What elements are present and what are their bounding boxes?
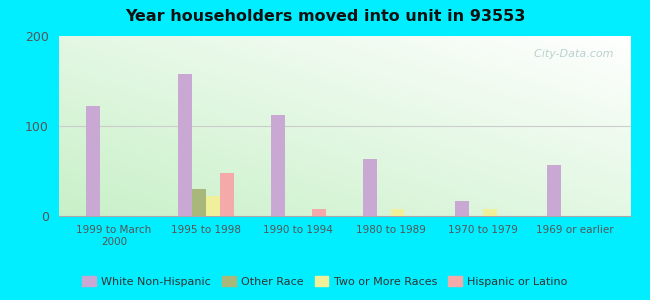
Legend: White Non-Hispanic, Other Race, Two or More Races, Hispanic or Latino: White Non-Hispanic, Other Race, Two or M… — [78, 272, 572, 291]
Bar — [363, 159, 377, 216]
Bar — [312, 209, 326, 216]
Bar — [391, 209, 404, 216]
Bar — [86, 106, 100, 216]
Bar — [547, 165, 562, 216]
Bar — [270, 115, 285, 216]
Text: Year householders moved into unit in 93553: Year householders moved into unit in 935… — [125, 9, 525, 24]
Bar — [455, 201, 469, 216]
Bar — [192, 189, 206, 216]
Bar — [483, 209, 497, 216]
Bar — [220, 173, 234, 216]
Text: City-Data.com: City-Data.com — [527, 49, 614, 58]
Bar — [206, 196, 220, 216]
Bar — [179, 74, 192, 216]
